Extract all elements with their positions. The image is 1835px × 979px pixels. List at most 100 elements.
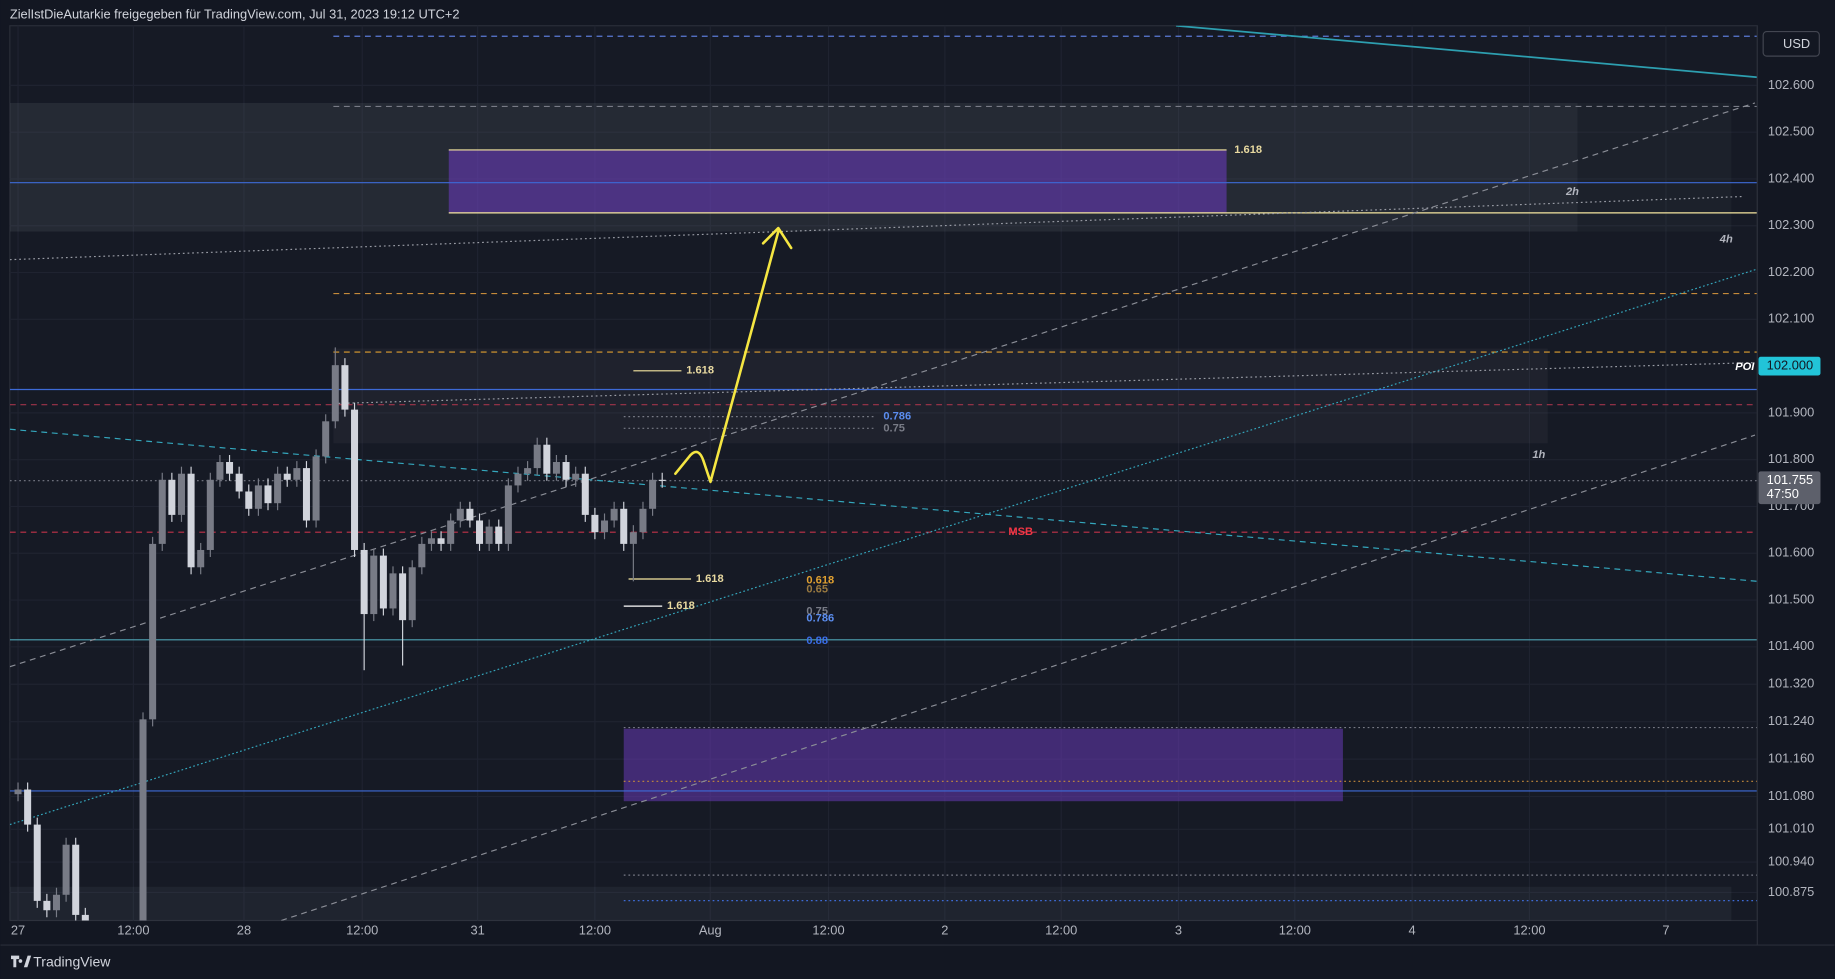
brand-logo: TradingView [11,953,111,969]
candle-body [456,508,464,521]
annotation: 1.618 [696,573,724,585]
x-tick-label: 12:00 [812,922,844,937]
y-tick-label: 102.300 [1768,217,1814,232]
y-tick-label: 101.400 [1768,638,1814,653]
candle-body [322,421,330,457]
x-tick-label: 3 [1175,922,1182,937]
currency[interactable]: USD [1783,36,1810,51]
x-tick-label: 31 [470,922,484,937]
candle-body [620,508,628,544]
candle-body [235,473,243,492]
annotation: MSB [1008,526,1033,538]
candle-body [245,491,253,509]
y-tick-label: 101.600 [1768,545,1814,560]
candle-body [629,532,637,544]
annotation: 0.786 [883,411,911,423]
y-tick-label: 102.600 [1768,77,1814,92]
arrow-head [761,226,793,250]
annotation: 1.618 [1234,144,1262,156]
candle-body [370,555,378,615]
candle-body [485,526,493,544]
candle-body [427,538,435,544]
candle-body [552,462,560,474]
y-tick-label: 102.200 [1768,264,1814,279]
candle-body [447,520,455,544]
zone [333,348,1548,444]
candles [14,347,666,921]
candle-body [639,508,647,533]
levels [9,35,1758,902]
zones [9,102,1732,921]
candle-body [572,473,580,480]
candle-body [283,473,291,480]
annotation: 2h [1565,186,1579,198]
candle-body [52,894,60,911]
candle-body [351,409,359,550]
y-tick-label: 100.940 [1768,853,1814,868]
candle-body [62,844,70,895]
y-tick-label: 101.160 [1768,750,1814,765]
candle-body [360,549,368,615]
header: ZielIstDieAutarkie freigegeben für Tradi… [10,7,460,22]
candle-body [312,456,320,521]
candle-body [24,789,32,825]
candle-body [216,462,224,480]
candle-body [379,555,387,609]
price-tag-label: 102.000 [1767,357,1813,372]
candle-body [81,914,89,921]
candle-body [72,844,80,915]
x-tick-label: 2 [941,922,948,937]
y-tick-label: 102.100 [1768,311,1814,326]
annotation: 1.618 [667,600,695,612]
candle-body [418,543,426,568]
y-tick-label: 101.900 [1768,404,1814,419]
price-tag-label: 101.755 [1767,472,1813,487]
arrow-path [674,230,780,484]
trend-line [333,362,1755,405]
x-tick-label: 4 [1409,922,1416,937]
annotation: 4h [1719,234,1733,246]
candle-body [591,514,599,533]
price-tag [1758,471,1821,505]
x-tick-label: Aug [699,922,722,937]
candle-body [437,538,445,544]
candle-body [341,365,349,410]
candle-body [254,485,262,509]
x-tick-label: 12:00 [1045,922,1077,937]
axes: 102.600 102.500 102.400 102.300 102.200 102.1… [11,77,1814,938]
y-tick-label: 101.080 [1768,788,1814,803]
candle-body [581,473,589,515]
price-tag [1758,356,1821,376]
candle-body [524,468,532,474]
candle-body [399,573,407,621]
candle-body [293,468,301,480]
annotation: 0.75 [883,422,905,434]
candle-body [389,573,397,609]
candle-body [168,479,176,515]
candle-body [226,462,234,474]
candle-body [33,824,41,901]
candle-body [158,479,166,544]
zone [448,149,1227,213]
candle-body [466,508,474,521]
currency-box[interactable] [1762,30,1820,57]
candle-body [149,543,157,720]
price-tag-countdown: 47:50 [1767,486,1799,501]
x-tick-label: 12:00 [117,922,149,937]
candle-body [43,900,51,911]
candle-body [514,473,522,486]
candle-body [495,526,503,544]
trend-line [9,195,1744,261]
y-tick-label: 102.400 [1768,170,1814,185]
y-tick-label: 102.500 [1768,124,1814,139]
annotation: POI [1735,361,1755,373]
trend-line [1175,25,1758,79]
candle-body [139,719,147,921]
annotation: 0.88 [806,635,828,647]
x-tick-label: 12:00 [579,922,611,937]
y-tick-label: 100.875 [1768,884,1814,899]
candle-body [533,444,541,469]
candle-body [658,479,666,481]
x-tick-label: 12:00 [1279,922,1311,937]
